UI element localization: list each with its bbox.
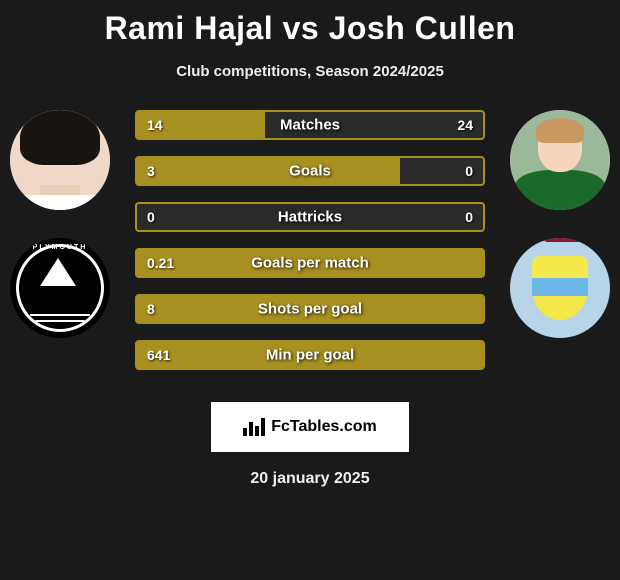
brand-badge: FcTables.com — [211, 402, 409, 452]
stat-row: 0 Hattricks 0 — [135, 202, 485, 232]
stat-value-left: 8 — [147, 301, 155, 317]
brand-text: FcTables.com — [271, 418, 377, 436]
stat-row: 14 Matches 24 — [135, 110, 485, 140]
stat-row: 641 Min per goal — [135, 340, 485, 370]
comparison-card: Rami Hajal vs Josh Cullen Club competiti… — [0, 0, 620, 580]
stat-label: Matches — [280, 117, 340, 134]
stats-area: PLYMOUTH 14 Matches 24 3 Goals 0 0 Hattricks 0 0.… — [0, 110, 620, 390]
stat-bar-fill — [137, 158, 400, 184]
stat-label: Shots per goal — [258, 301, 362, 318]
stat-value-right: 0 — [465, 209, 473, 225]
comparison-title: Rami Hajal vs Josh Cullen — [0, 0, 620, 47]
stat-bars: 14 Matches 24 3 Goals 0 0 Hattricks 0 0.21 Goals p… — [135, 110, 485, 386]
stat-row: 3 Goals 0 — [135, 156, 485, 186]
stat-label: Goals per match — [251, 255, 369, 272]
stat-row: 0.21 Goals per match — [135, 248, 485, 278]
stat-value-left: 0.21 — [147, 255, 174, 271]
stat-label: Min per goal — [266, 347, 354, 364]
chart-icon — [243, 418, 265, 436]
player2-photo — [510, 110, 610, 210]
stat-label: Hattricks — [278, 209, 342, 226]
stat-value-right: 0 — [465, 163, 473, 179]
player1-club-logo: PLYMOUTH — [10, 238, 110, 338]
date-text: 20 january 2025 — [0, 470, 620, 488]
player1-photo — [10, 110, 110, 210]
stat-value-left: 641 — [147, 347, 170, 363]
player2-club-logo — [510, 238, 610, 338]
stat-value-right: 24 — [457, 117, 473, 133]
stat-row: 8 Shots per goal — [135, 294, 485, 324]
stat-value-left: 3 — [147, 163, 155, 179]
stat-value-left: 0 — [147, 209, 155, 225]
comparison-subtitle: Club competitions, Season 2024/2025 — [0, 63, 620, 80]
stat-value-left: 14 — [147, 117, 163, 133]
stat-label: Goals — [289, 163, 331, 180]
